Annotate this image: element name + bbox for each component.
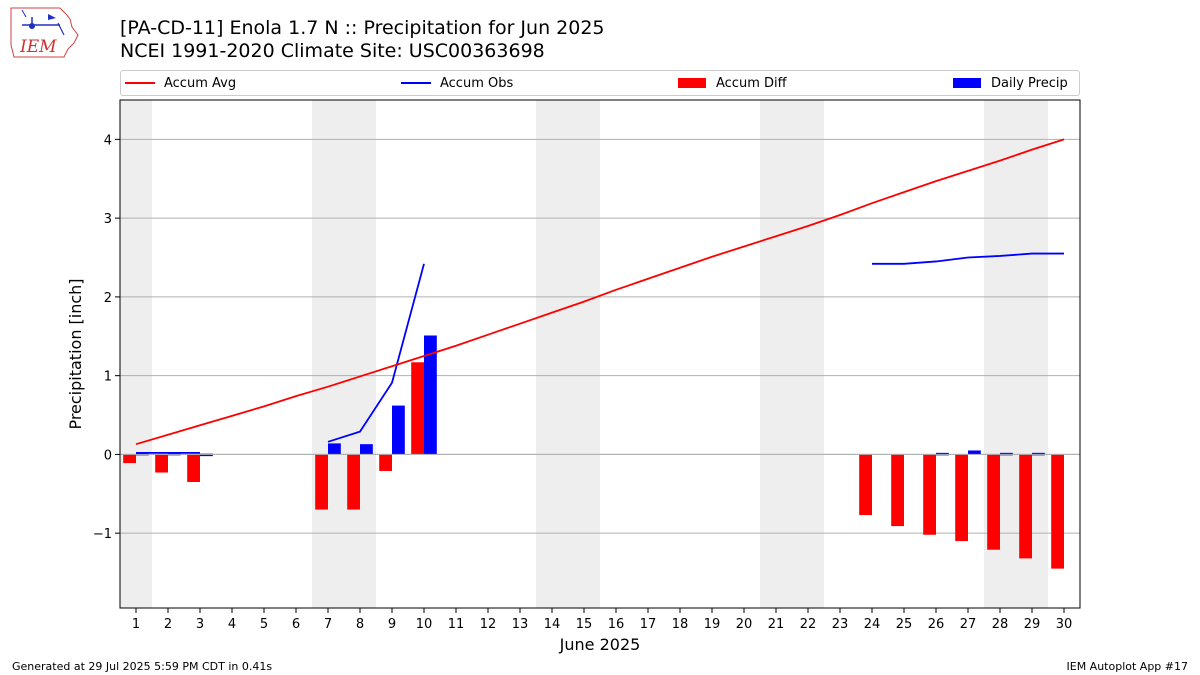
daily-precip-bar xyxy=(328,443,341,455)
accum-diff-bar xyxy=(1019,454,1032,559)
weekend-shade xyxy=(760,100,824,608)
chart-legend: Accum Avg Accum Obs Accum Diff Daily Pre… xyxy=(120,70,1080,96)
legend-accum-avg: Accum Avg xyxy=(125,71,236,95)
x-tick-label: 20 xyxy=(736,617,753,632)
x-tick-label: 12 xyxy=(480,617,497,632)
legend-label: Accum Avg xyxy=(164,75,237,91)
y-tick-label: 1 xyxy=(104,370,112,385)
accum-diff-bar xyxy=(155,454,168,473)
x-tick-label: 11 xyxy=(448,617,465,632)
x-tick-label: 9 xyxy=(388,617,396,632)
x-tick-label: 16 xyxy=(608,617,625,632)
accum-diff-bar xyxy=(955,454,968,542)
x-tick-label: 27 xyxy=(960,617,977,632)
legend-swatch xyxy=(953,78,981,88)
accum-diff-bar xyxy=(923,454,936,535)
x-tick-label: 15 xyxy=(576,617,593,632)
chart-title: [PA-CD-11] Enola 1.7 N :: Precipitation … xyxy=(120,17,605,39)
app-label: IEM Autoplot App #17 xyxy=(1066,660,1189,673)
plot-frame xyxy=(119,99,1081,609)
accum-obs-line xyxy=(872,252,1064,265)
accum-diff-bar xyxy=(987,454,1000,550)
accum-diff-bar xyxy=(347,454,360,510)
accum-diff-bar xyxy=(379,454,392,471)
x-tick-label: 25 xyxy=(896,617,913,632)
accum-diff-bar xyxy=(891,454,904,527)
x-tick-label: 23 xyxy=(832,617,849,632)
x-tick-label: 18 xyxy=(672,617,689,632)
legend-label: Accum Diff xyxy=(716,75,787,91)
x-tick-label: 29 xyxy=(1024,617,1041,632)
x-tick-label: 14 xyxy=(544,617,561,632)
generated-timestamp: Generated at 29 Jul 2025 5:59 PM CDT in … xyxy=(12,660,273,673)
accum-diff-bar xyxy=(123,454,136,464)
x-axis-label: June 2025 xyxy=(559,635,641,654)
accum-avg-line xyxy=(135,138,1065,446)
x-tick-label: 7 xyxy=(324,617,332,632)
x-tick-label: 22 xyxy=(800,617,817,632)
x-tick-label: 24 xyxy=(864,617,881,632)
y-axis-label: Precipitation [inch] xyxy=(66,278,85,429)
logo-text: IEM xyxy=(19,37,57,57)
y-tick-label: 3 xyxy=(104,212,112,227)
chart-subtitle: NCEI 1991-2020 Climate Site: USC00363698 xyxy=(120,40,545,62)
x-tick-label: 6 xyxy=(292,617,300,632)
daily-precip-bar xyxy=(360,444,373,455)
daily-precip-bar xyxy=(392,405,405,455)
daily-precip-bar xyxy=(424,335,437,455)
x-tick-label: 19 xyxy=(704,617,721,632)
accum-diff-bar xyxy=(187,454,200,482)
accum-obs-line xyxy=(327,263,425,443)
y-tick-label: 4 xyxy=(104,133,112,148)
legend-swatch xyxy=(678,78,706,88)
accum-diff-bar xyxy=(859,454,872,516)
iem-logo: IEM xyxy=(10,7,79,58)
x-tick-label: 28 xyxy=(992,617,1009,632)
x-tick-label: 3 xyxy=(196,617,204,632)
x-tick-label: 17 xyxy=(640,617,657,632)
accum-diff-bar xyxy=(411,362,424,455)
daily-precip-bar xyxy=(968,450,981,455)
y-tick-label: 2 xyxy=(104,291,112,306)
x-tick-label: 30 xyxy=(1056,617,1073,632)
legend-accum-diff: Accum Diff xyxy=(678,71,787,95)
x-tick-label: 4 xyxy=(228,617,236,632)
legend-daily-precip: Daily Precip xyxy=(953,71,1068,95)
accum-diff-bar xyxy=(315,454,328,510)
legend-swatch xyxy=(125,82,155,84)
x-tick-label: 10 xyxy=(416,617,433,632)
x-tick-label: 2 xyxy=(164,617,172,632)
accum-diff-bar xyxy=(1051,454,1064,569)
x-tick-label: 1 xyxy=(132,617,140,632)
x-tick-label: 5 xyxy=(260,617,268,632)
y-tick-label: 0 xyxy=(104,448,112,463)
x-tick-label: 13 xyxy=(512,617,529,632)
x-tick-label: 8 xyxy=(356,617,364,632)
weekend-shade xyxy=(536,100,600,608)
x-tick-label: 21 xyxy=(768,617,785,632)
weekend-shade xyxy=(312,100,376,608)
x-tick-label: 26 xyxy=(928,617,945,632)
legend-swatch xyxy=(401,82,431,84)
legend-accum-obs: Accum Obs xyxy=(401,71,513,95)
legend-label: Accum Obs xyxy=(440,75,514,91)
weekend-shade xyxy=(120,100,152,608)
legend-label: Daily Precip xyxy=(991,75,1068,91)
y-tick-label: −1 xyxy=(93,527,112,542)
